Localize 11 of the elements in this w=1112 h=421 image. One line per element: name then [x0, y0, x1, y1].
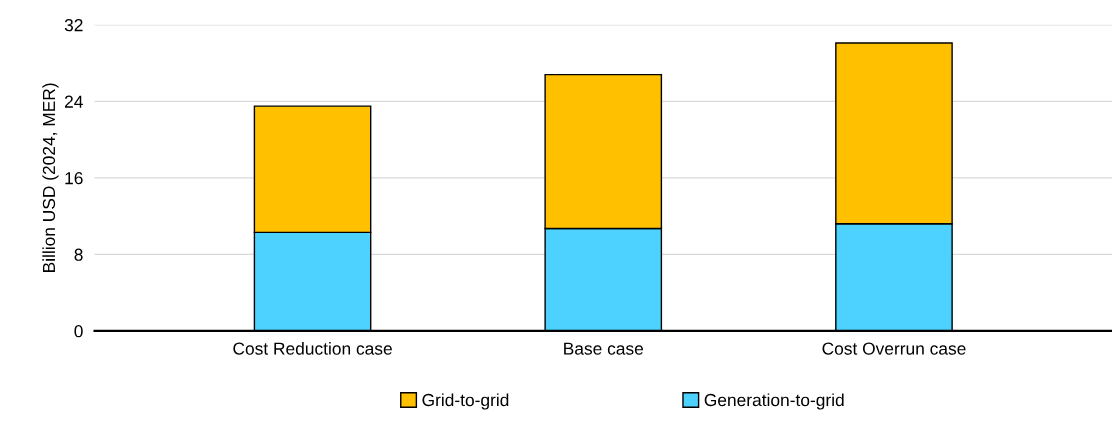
legend-label: Grid-to-grid [422, 393, 509, 410]
y-tick-label: 32 [64, 19, 83, 32]
y-tick-label: 16 [65, 172, 83, 185]
y-tick-label: 24 [64, 95, 83, 108]
x-tick-label: Cost Overrun case [822, 342, 966, 355]
y-tick-label: 8 [74, 248, 83, 261]
y-axis-title: Billion USD (2024, MER) [42, 83, 59, 272]
x-tick-label: Cost Reduction case [233, 342, 392, 355]
legend-label: Generation-to-grid [704, 393, 844, 410]
x-tick-label: Base case [564, 342, 644, 355]
y-tick-label: 0 [74, 325, 83, 338]
